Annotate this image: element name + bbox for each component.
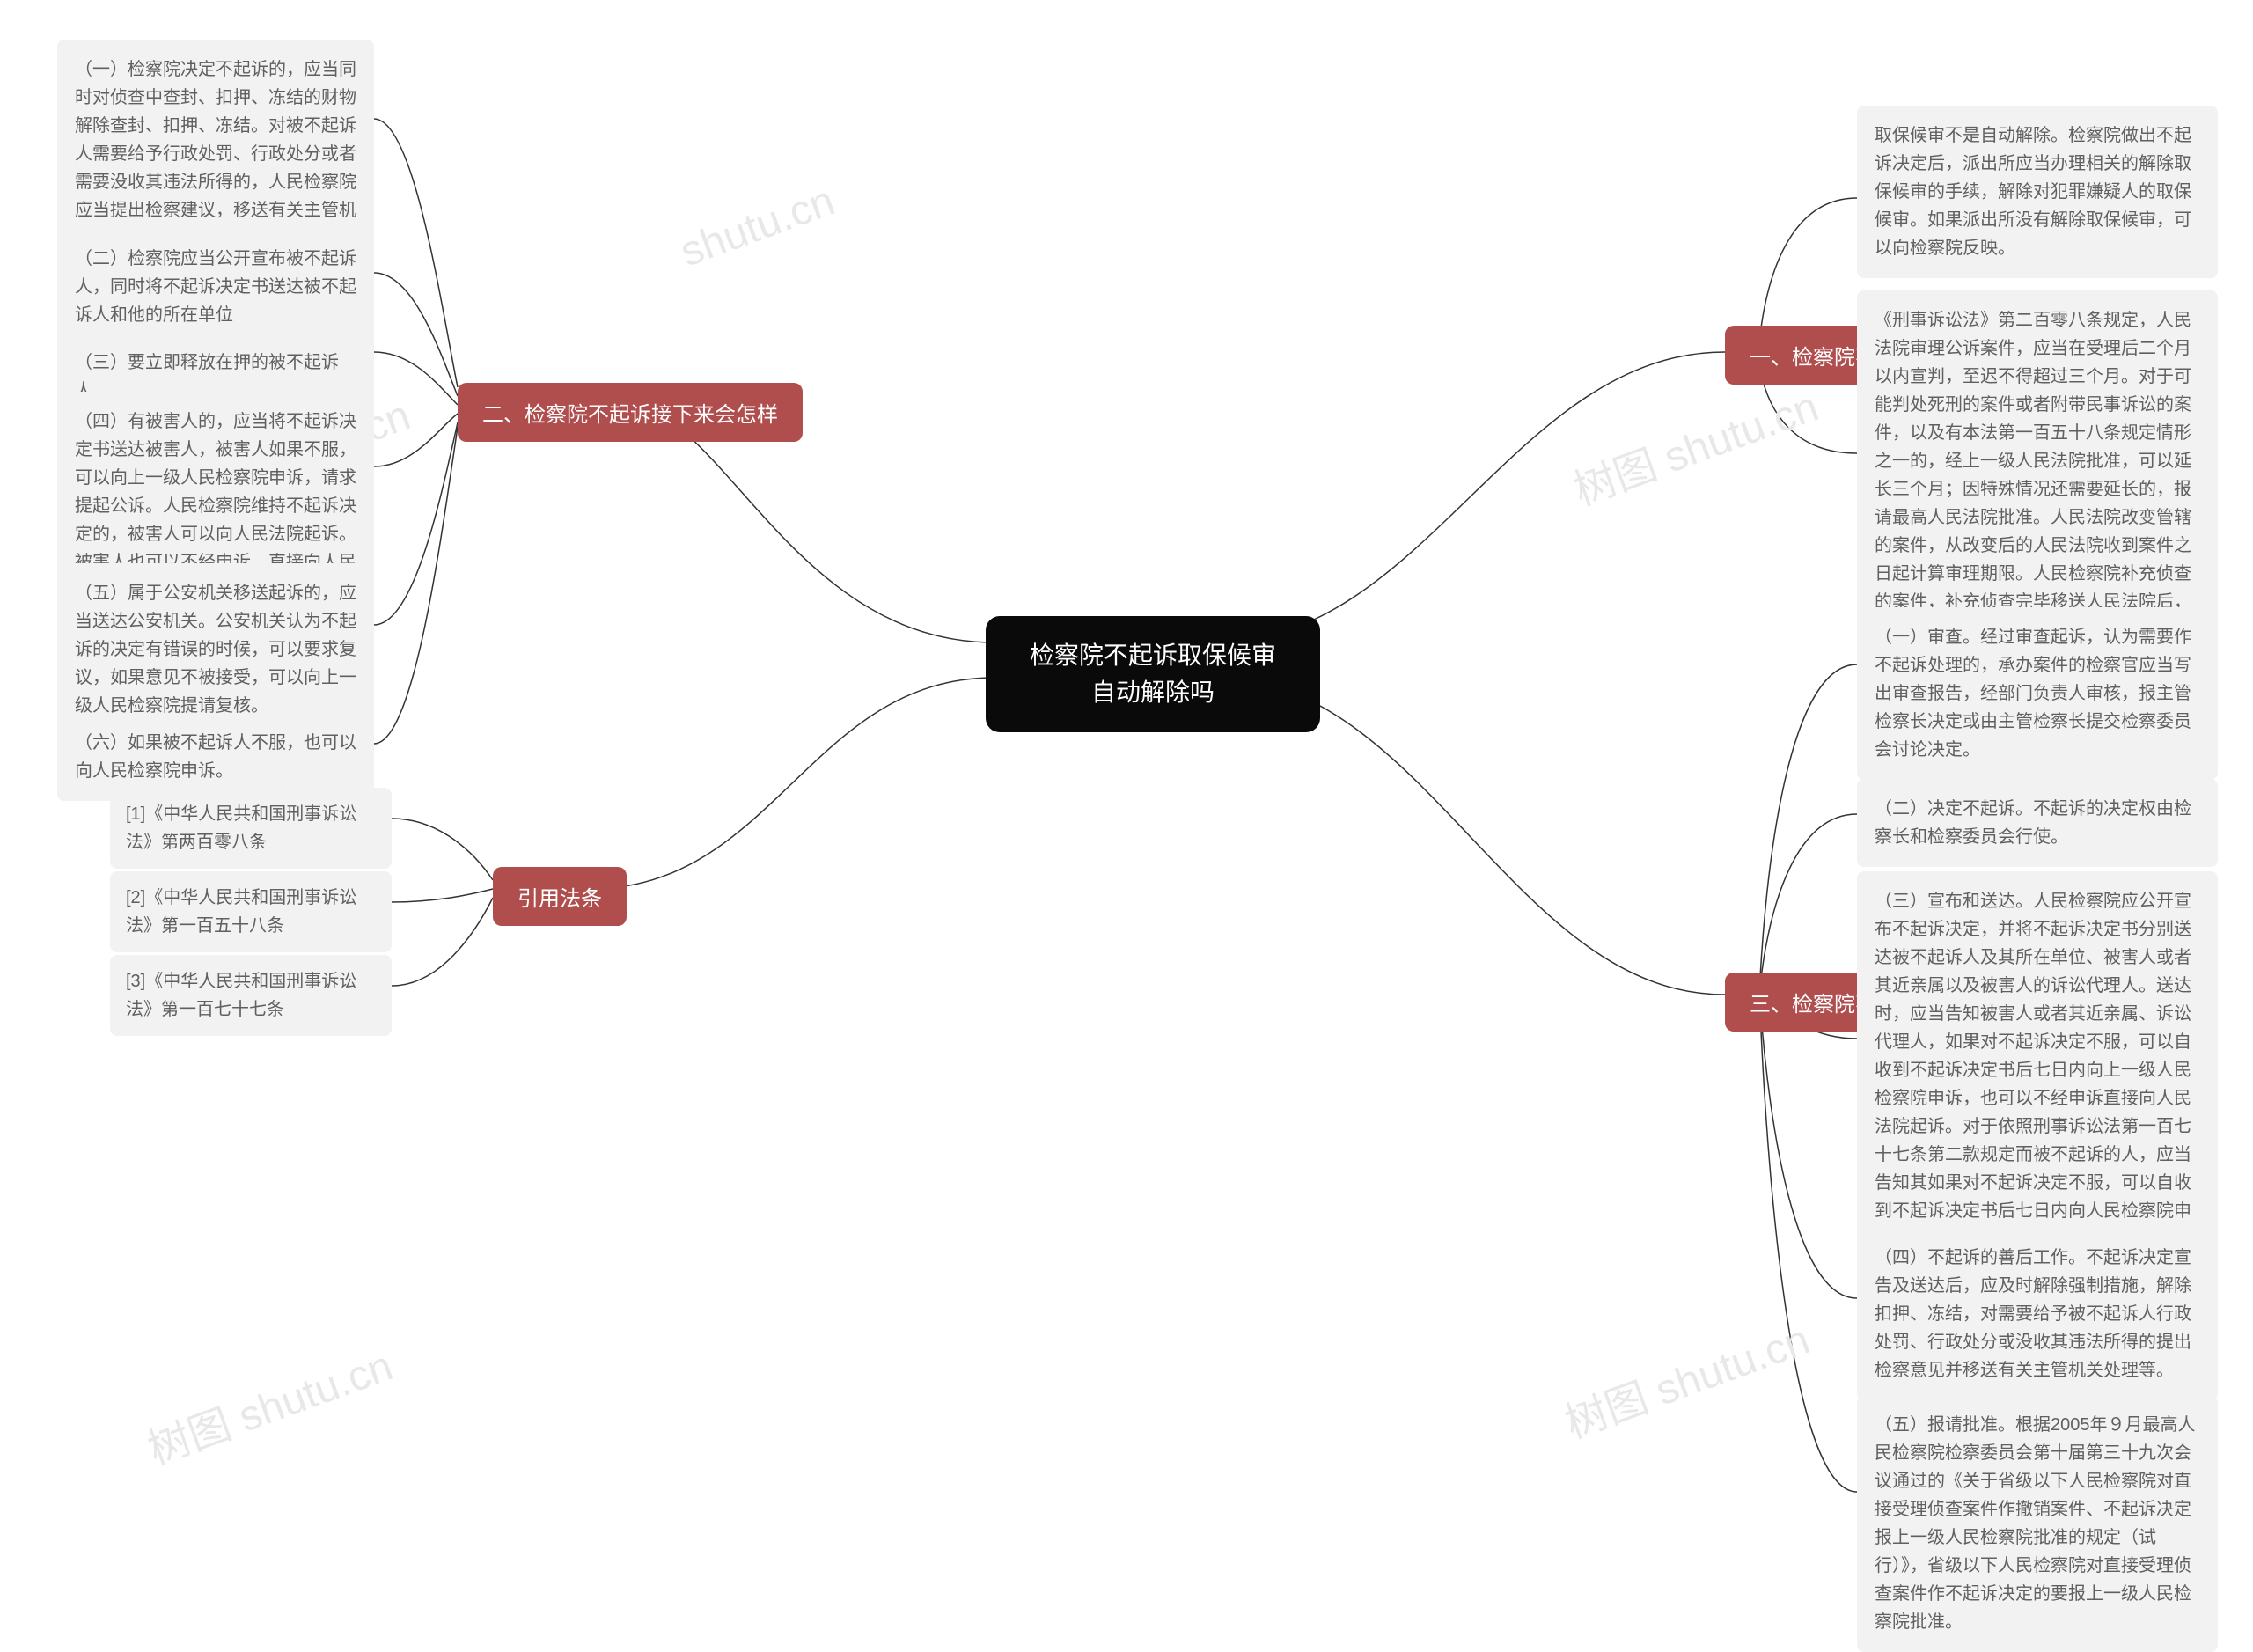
leaf-node: （四）不起诉的善后工作。不起诉决定宣告及送达后，应及时解除强制措施，解除扣押、冻… <box>1857 1228 2218 1400</box>
branch-node-4: 引用法条 <box>493 867 627 926</box>
watermark: 树图 shutu.cn <box>1564 371 1825 517</box>
branch-label: 引用法条 <box>517 887 602 911</box>
leaf-text: [3]《中华人民共和国刑事诉讼法》第一百七十七条 <box>126 972 356 1019</box>
leaf-node: 《刑事诉讼法》第二百零八条规定，人民法院审理公诉案件，应当在受理后二个月以内宣判… <box>1857 290 2218 660</box>
leaf-node: [2]《中华人民共和国刑事诉讼法》第一百五十八条 <box>110 871 392 952</box>
leaf-text: 取保候审不是自动解除。检察院做出不起诉决定后，派出所应当办理相关的解除取保候审的… <box>1875 126 2191 258</box>
center-node: 检察院不起诉取保候审自动解除吗 <box>986 616 1320 732</box>
leaf-text: （一）审查。经过审查起诉，认为需要作不起诉处理的，承办案件的检察官应当写出审查报… <box>1875 628 2191 760</box>
leaf-node: （五）报请批准。根据2005年９月最高人民检察院检察委员会第十届第三十九次会议通… <box>1857 1395 2218 1652</box>
watermark: 树图 shutu.cn <box>1555 1304 1816 1450</box>
leaf-text: 《刑事诉讼法》第二百零八条规定，人民法院审理公诉案件，应当在受理后二个月以内宣判… <box>1875 311 2191 640</box>
leaf-node: [3]《中华人民共和国刑事诉讼法》第一百七十七条 <box>110 955 392 1036</box>
leaf-node: （二）检察院应当公开宣布被不起诉人，同时将不起诉决定书送达被不起诉人和他的所在单… <box>57 229 374 345</box>
leaf-text: （二）决定不起诉。不起诉的决定权由检察长和检察委员会行使。 <box>1875 799 2191 847</box>
leaf-text: [1]《中华人民共和国刑事诉讼法》第两百零八条 <box>126 804 356 852</box>
leaf-text: （五）报请批准。根据2005年９月最高人民检察院检察委员会第十届第三十九次会议通… <box>1875 1415 2196 1632</box>
branch-label: 二、检察院不起诉接下来会怎样 <box>482 403 778 427</box>
leaf-node: [1]《中华人民共和国刑事诉讼法》第两百零八条 <box>110 788 392 869</box>
leaf-node: （三）宣布和送达。人民检察院应公开宣布不起诉决定，并将不起诉决定书分别送达被不起… <box>1857 871 2218 1269</box>
leaf-text: （一）检察院决定不起诉的，应当同时对侦查中查封、扣押、冻结的财物解除查封、扣押、… <box>75 60 356 248</box>
watermark: 树图 shutu.cn <box>138 1331 400 1476</box>
leaf-text: （二）检察院应当公开宣布被不起诉人，同时将不起诉决定书送达被不起诉人和他的所在单… <box>75 249 356 325</box>
leaf-text: （五）属于公安机关移送起诉的，应当送达公安机关。公安机关认为不起诉的决定有错误的… <box>75 584 356 716</box>
leaf-text: （四）不起诉的善后工作。不起诉决定宣告及送达后，应及时解除强制措施，解除扣押、冻… <box>1875 1248 2191 1380</box>
center-text: 检察院不起诉取保候审自动解除吗 <box>1030 642 1276 706</box>
leaf-node: （二）决定不起诉。不起诉的决定权由检察长和检察委员会行使。 <box>1857 779 2218 867</box>
leaf-text: [2]《中华人民共和国刑事诉讼法》第一百五十八条 <box>126 888 356 936</box>
leaf-text: （三）宣布和送达。人民检察院应公开宣布不起诉决定，并将不起诉决定书分别送达被不起… <box>1875 892 2191 1249</box>
leaf-node: （一）审查。经过审查起诉，认为需要作不起诉处理的，承办案件的检察官应当写出审查报… <box>1857 607 2218 780</box>
leaf-node: 取保候审不是自动解除。检察院做出不起诉决定后，派出所应当办理相关的解除取保候审的… <box>1857 106 2218 278</box>
branch-node-2: 二、检察院不起诉接下来会怎样 <box>458 383 803 442</box>
leaf-text: （六）如果被不起诉人不服，也可以向人民检察院申诉。 <box>75 733 356 781</box>
leaf-node: （五）属于公安机关移送起诉的，应当送达公安机关。公安机关认为不起诉的决定有错误的… <box>57 563 374 736</box>
watermark: shutu.cn <box>674 177 840 277</box>
